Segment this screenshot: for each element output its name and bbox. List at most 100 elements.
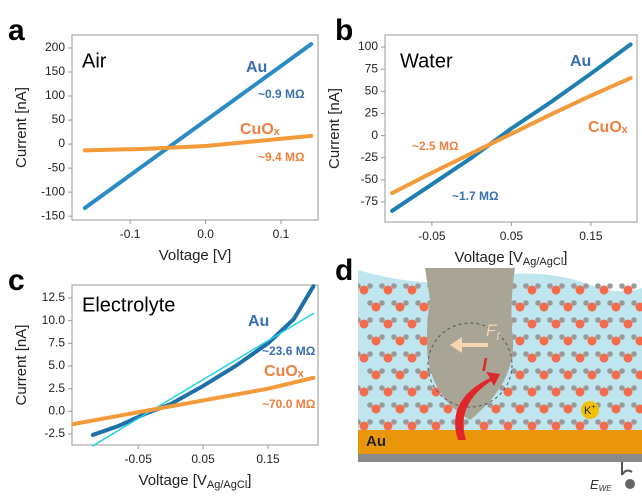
- hydrogen: [535, 351, 541, 357]
- x-axis-label: Voltage [V]: [159, 247, 232, 264]
- oxygen: [576, 320, 585, 329]
- oxygen: [576, 354, 585, 363]
- hydrogen: [355, 351, 361, 357]
- hydrogen: [631, 283, 637, 289]
- oxygen: [396, 371, 405, 380]
- oxygen: [420, 371, 429, 380]
- hydrogen: [391, 300, 397, 306]
- hydrogen: [523, 368, 529, 374]
- hydrogen: [583, 385, 589, 391]
- hydrogen: [367, 283, 373, 289]
- series-label: Au: [248, 313, 269, 330]
- oxygen: [516, 371, 525, 380]
- hydrogen: [547, 300, 553, 306]
- y-tick-label: 50: [52, 112, 66, 126]
- ion-label-sup: +: [591, 404, 595, 411]
- hydrogen: [487, 419, 493, 425]
- hydrogen: [631, 368, 637, 374]
- hydrogen: [379, 317, 385, 323]
- oxygen: [384, 286, 393, 295]
- oxygen: [600, 354, 609, 363]
- hydrogen: [367, 368, 373, 374]
- hydrogen: [607, 419, 613, 425]
- hydrogen: [391, 402, 397, 408]
- x-axis-label-end: ]: [563, 249, 567, 266]
- panel-letter: c: [8, 264, 25, 297]
- hydrogen: [415, 300, 421, 306]
- hydrogen: [595, 368, 601, 374]
- oxygen: [600, 422, 609, 431]
- oxygen: [360, 388, 369, 397]
- oxygen: [540, 337, 549, 346]
- hydrogen: [607, 402, 613, 408]
- potential-label-sub: WE: [599, 484, 613, 493]
- hydrogen: [547, 334, 553, 340]
- hydrogen: [499, 419, 505, 425]
- hydrogen: [559, 300, 565, 306]
- hydrogen: [631, 317, 637, 323]
- hydrogen: [607, 283, 613, 289]
- annotation: ~9.4 MΩ: [258, 150, 305, 164]
- y-tick-label: 5.0: [48, 358, 65, 372]
- hydrogen: [631, 300, 637, 306]
- panel-letter: b: [335, 14, 353, 47]
- hydrogen: [475, 419, 481, 425]
- oxygen: [552, 320, 561, 329]
- hydrogen: [439, 419, 445, 425]
- hydrogen: [355, 283, 361, 289]
- hydrogen: [391, 351, 397, 357]
- oxygen: [372, 371, 381, 380]
- hydrogen: [391, 385, 397, 391]
- hydrogen: [427, 402, 433, 408]
- hydrogen: [415, 334, 421, 340]
- hydrogen: [595, 419, 601, 425]
- hydrogen: [391, 317, 397, 323]
- hydrogen: [511, 300, 517, 306]
- y-tick-label: 75: [365, 61, 379, 75]
- hydrogen: [427, 385, 433, 391]
- hydrogen: [523, 402, 529, 408]
- oxygen: [516, 405, 525, 414]
- oxygen: [528, 320, 537, 329]
- x-axis-label-main: Voltage [V: [455, 249, 523, 266]
- y-axis-label: Current [nA]: [13, 325, 30, 406]
- annotation: ~0.9 MΩ: [258, 87, 305, 101]
- hydrogen: [535, 300, 541, 306]
- annotation: ~23.6 MΩ: [262, 344, 316, 358]
- hydrogen: [403, 402, 409, 408]
- hydrogen: [379, 283, 385, 289]
- panel-letter: d: [335, 254, 353, 287]
- oxygen: [372, 405, 381, 414]
- oxygen: [360, 422, 369, 431]
- x-tick-label: 0.05: [500, 229, 524, 243]
- hydrogen: [547, 419, 553, 425]
- y-tick-label: -50: [48, 160, 66, 174]
- hydrogen: [415, 385, 421, 391]
- oxygen: [552, 286, 561, 295]
- hydrogen: [511, 368, 517, 374]
- hydrogen: [391, 419, 397, 425]
- hydrogen: [367, 300, 373, 306]
- hydrogen: [619, 317, 625, 323]
- hydrogen: [391, 283, 397, 289]
- hydrogen: [571, 334, 577, 340]
- oxygen: [516, 337, 525, 346]
- hydrogen: [619, 368, 625, 374]
- series-label: Au: [246, 59, 267, 76]
- x-tick-label: -0.1: [120, 227, 141, 241]
- x-axis-label: Voltage [VAg/AgCl]: [455, 249, 568, 268]
- oxygen: [372, 337, 381, 346]
- hydrogen: [619, 283, 625, 289]
- hydrogen: [511, 317, 517, 323]
- oxygen: [396, 405, 405, 414]
- y-tick-label: 150: [45, 64, 65, 78]
- hydrogen: [415, 317, 421, 323]
- y-tick-label: 25: [365, 106, 379, 120]
- x-axis-label-main: Voltage [V]: [159, 247, 232, 264]
- y-tick-label: -25: [361, 150, 379, 164]
- hydrogen: [595, 283, 601, 289]
- oxygen: [408, 388, 417, 397]
- oxygen: [528, 422, 537, 431]
- oxygen: [420, 303, 429, 312]
- hydrogen: [547, 368, 553, 374]
